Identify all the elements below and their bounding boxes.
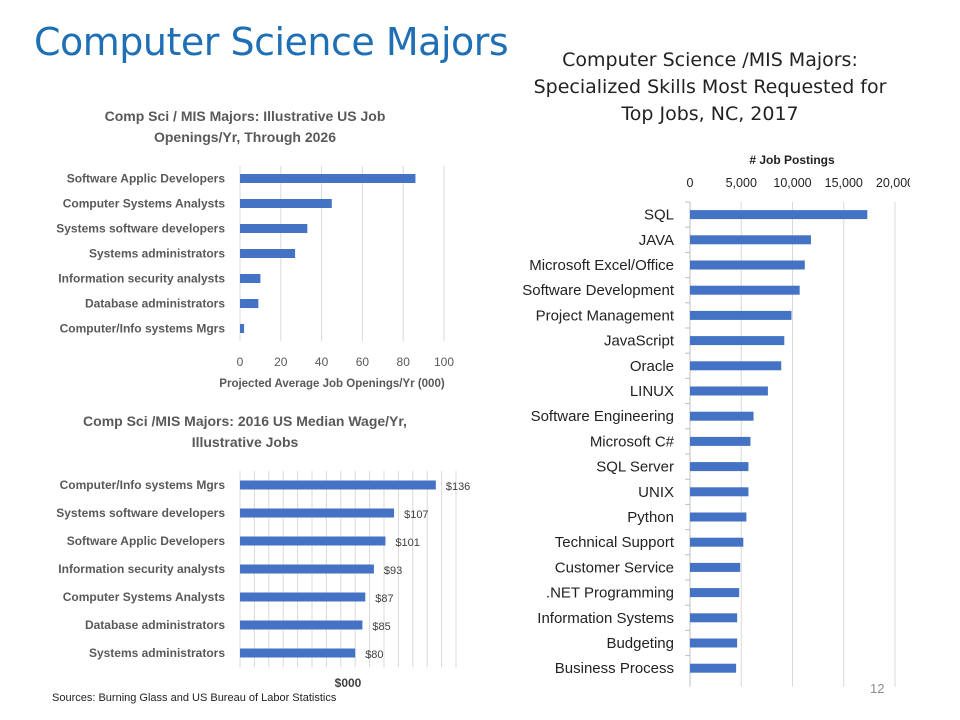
- category-label: Microsoft C#: [590, 433, 675, 450]
- data-label: $87: [375, 593, 393, 605]
- job-openings-chart: 0 20 40 60 80 100 Software Applic Developers Co…: [56, 166, 454, 390]
- bar: [240, 324, 245, 333]
- category-label: Information Systems: [537, 610, 674, 627]
- data-label: $107: [404, 509, 428, 521]
- bar: [690, 512, 747, 522]
- job-openings-chart-title: Comp Sci / MIS Majors: Illustrative US J…: [104, 108, 386, 145]
- skills-chart: 0 5,000 10,000 15,000 20,000 # Job Postings SQ…: [522, 153, 910, 687]
- median-wage-chart: Computer/Info systems Mgrs $136 Systems so…: [56, 471, 470, 690]
- category-label: UNIX: [638, 484, 674, 501]
- bar: [240, 592, 366, 602]
- bar: [240, 648, 356, 658]
- x-tick-label: 60: [356, 355, 370, 369]
- category-label: Computer Systems Analysts: [63, 197, 226, 211]
- data-label: $80: [365, 649, 383, 661]
- skills-chart-title: Computer Science /MIS Majors: Specialize…: [533, 49, 887, 125]
- category-label: Computer Systems Analysts: [63, 590, 226, 604]
- category-label: LINUX: [630, 383, 674, 400]
- category-label: Systems administrators: [89, 247, 225, 261]
- category-label: .NET Programming: [546, 585, 674, 602]
- category-label: Project Management: [536, 307, 675, 324]
- category-label: Systems administrators: [89, 646, 225, 660]
- category-label: Computer/Info systems Mgrs: [60, 322, 226, 336]
- bar: [690, 285, 800, 295]
- category-label: SQL Server: [596, 459, 674, 476]
- source-note: Sources: Burning Glass and US Bureau of …: [52, 692, 337, 704]
- bar: [690, 260, 805, 270]
- bar: [240, 299, 259, 308]
- x-tick-label: 20: [274, 355, 288, 369]
- bar: [690, 386, 768, 396]
- bar: [690, 487, 749, 497]
- bar: [240, 480, 436, 490]
- bar: [690, 588, 740, 598]
- category-label: Database administrators: [85, 618, 225, 632]
- category-label: Business Process: [555, 660, 674, 677]
- bar: [690, 361, 782, 371]
- bar: [690, 336, 785, 346]
- bar: [690, 562, 741, 572]
- bar: [690, 436, 751, 446]
- bar: [690, 462, 749, 472]
- x-tick-label: 40: [315, 355, 329, 369]
- bar: [240, 620, 363, 630]
- bar: [690, 613, 738, 623]
- x-axis-label: Projected Average Job Openings/Yr (000): [219, 378, 445, 390]
- x-tick-label: 5,000: [726, 176, 757, 190]
- category-label: JavaScript: [604, 333, 675, 350]
- data-label: $93: [384, 565, 402, 577]
- bar: [240, 508, 395, 518]
- x-axis-label: $000: [335, 676, 362, 690]
- data-label: $136: [446, 481, 470, 493]
- category-label: Software Applic Developers: [67, 172, 226, 186]
- x-tick-label: 80: [397, 355, 411, 369]
- category-label: Systems software developers: [56, 222, 225, 236]
- bar: [240, 564, 374, 574]
- bar: [240, 224, 308, 233]
- category-label: JAVA: [639, 232, 674, 249]
- category-label: SQL: [644, 207, 674, 224]
- bar: [240, 249, 296, 258]
- category-label: Customer Service: [555, 559, 674, 576]
- category-label: Oracle: [630, 358, 674, 375]
- median-wage-chart-title: Comp Sci /MIS Majors: 2016 US Median Wag…: [83, 413, 407, 450]
- bar: [690, 210, 868, 220]
- bar: [240, 536, 386, 546]
- data-label: $101: [395, 537, 419, 549]
- x-tick-label: 100: [434, 355, 454, 369]
- category-label: Computer/Info systems Mgrs: [60, 478, 226, 492]
- bar: [690, 537, 744, 547]
- category-label: Software Applic Developers: [67, 534, 226, 548]
- category-label: Information security analysts: [58, 562, 225, 576]
- bar: [240, 174, 416, 183]
- category-label: Software Development: [522, 282, 675, 299]
- bar: [240, 274, 261, 283]
- slide-title: Computer Science Majors: [34, 20, 509, 64]
- x-axis-label: # Job Postings: [749, 153, 835, 167]
- category-label: Python: [627, 509, 674, 526]
- bar: [240, 199, 332, 208]
- x-tick-label: 10,000: [773, 176, 811, 190]
- data-label: $85: [372, 621, 390, 633]
- category-label: Systems software developers: [56, 506, 225, 520]
- bar: [690, 638, 738, 648]
- category-label: Microsoft Excel/Office: [529, 257, 674, 274]
- bar: [690, 235, 811, 245]
- category-label: Software Engineering: [531, 408, 674, 425]
- bar: [690, 310, 792, 320]
- x-tick-label: 15,000: [825, 176, 863, 190]
- x-tick-label: 0: [237, 355, 244, 369]
- x-tick-label: 20,000: [876, 176, 910, 190]
- x-tick-label: 0: [687, 176, 694, 190]
- category-label: Database administrators: [85, 297, 225, 311]
- category-label: Technical Support: [555, 534, 675, 551]
- category-label: Information security analysts: [58, 272, 225, 286]
- bar: [690, 663, 737, 673]
- bar: [690, 411, 754, 421]
- category-label: Budgeting: [606, 635, 674, 652]
- page-number: 12: [870, 681, 885, 696]
